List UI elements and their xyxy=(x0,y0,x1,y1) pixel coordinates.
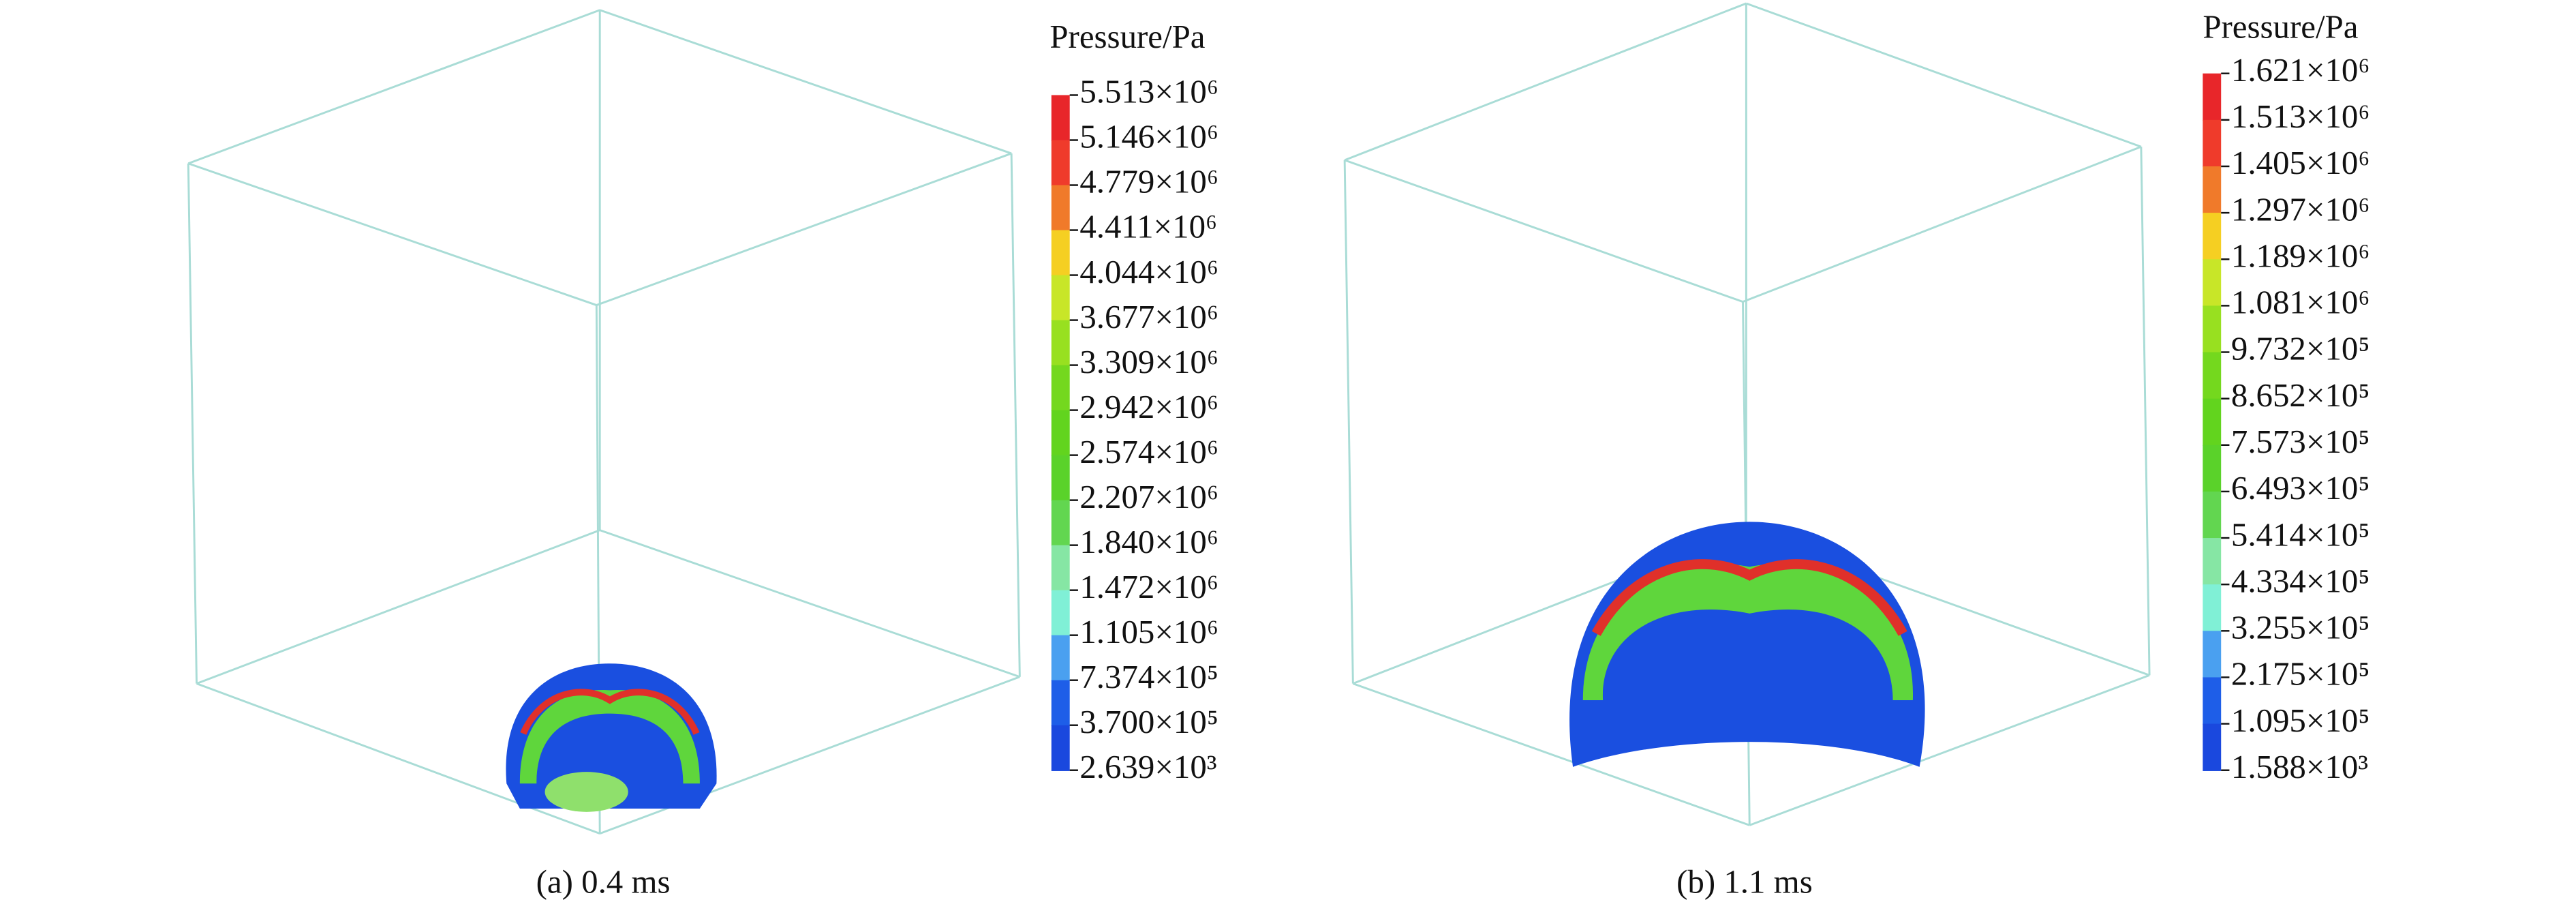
colorbar-segment xyxy=(1051,275,1070,321)
colorbar-label: 2.207×10⁶ xyxy=(1079,478,1218,515)
colorbar-segment xyxy=(2203,213,2222,260)
colorbar-label: 4.334×10⁵ xyxy=(2231,562,2370,599)
colorbar-label: 4.044×10⁶ xyxy=(1079,253,1218,290)
colorbar-label: 1.081×10⁶ xyxy=(2231,284,2370,321)
colorbar-segment xyxy=(1051,590,1070,636)
colorbar-segment xyxy=(1051,185,1070,231)
colorbar-segment xyxy=(1051,500,1070,546)
colorbar-segment xyxy=(1051,230,1070,276)
colorbar-segment xyxy=(1051,365,1070,411)
colorbar-label: 1.621×10⁶ xyxy=(2231,51,2370,89)
colorbar-segment xyxy=(1051,410,1070,456)
domain-box-a xyxy=(187,9,1021,835)
colorbar-label: 4.411×10⁶ xyxy=(1079,208,1217,245)
colorbar-segment xyxy=(1051,680,1070,726)
blast-dome-a xyxy=(506,663,717,812)
colorbar-label: 4.779×10⁶ xyxy=(1079,163,1218,200)
colorbar-segment xyxy=(2203,584,2222,632)
colorbar-label: 1.472×10⁶ xyxy=(1079,568,1218,605)
colorbar-segment xyxy=(1051,635,1070,681)
colorbar-label: 5.414×10⁵ xyxy=(2231,515,2370,553)
colorbar-segment xyxy=(2203,166,2222,214)
colorbar-label: 8.652×10⁵ xyxy=(2231,376,2370,414)
colorbar-label: 3.677×10⁶ xyxy=(1079,298,1218,335)
colorbar-label: 6.493×10⁵ xyxy=(2231,469,2370,507)
colorbar-label: 3.255×10⁵ xyxy=(2231,609,2370,646)
colorbar-segment xyxy=(2203,677,2222,725)
colorbar-segment xyxy=(2203,538,2222,586)
colorbar-title: Pressure/Pa xyxy=(2203,7,2358,45)
colorbar-segment xyxy=(2203,305,2222,353)
colorbar-segment xyxy=(1051,140,1070,186)
colorbar-label: 5.146×10⁶ xyxy=(1079,118,1218,155)
colorbar-label: 1.513×10⁶ xyxy=(2231,97,2370,135)
caption: (b) 1.1 ms xyxy=(1676,863,1813,901)
colorbar-label: 1.297×10⁶ xyxy=(2231,190,2370,228)
colorbar-label: 1.588×10³ xyxy=(2231,748,2368,785)
caption: (a) 0.4 ms xyxy=(536,863,671,901)
colorbar-segment xyxy=(2203,352,2222,400)
colorbar-label: 1.405×10⁶ xyxy=(2231,144,2370,181)
colorbar-label: 7.573×10⁵ xyxy=(2231,423,2370,460)
colorbar-segment xyxy=(1051,725,1070,771)
colorbar-label: 9.732×10⁵ xyxy=(2231,330,2370,367)
colorbar-segment xyxy=(2203,491,2222,539)
colorbar-label: 1.189×10⁶ xyxy=(2231,237,2370,274)
colorbar-segment xyxy=(2203,723,2222,771)
colorbar-label: 2.639×10³ xyxy=(1079,748,1216,785)
colorbar-segment xyxy=(1051,320,1070,366)
colorbar-title: Pressure/Pa xyxy=(1049,18,1205,55)
colorbar-label: 3.309×10⁶ xyxy=(1079,343,1218,380)
colorbar-label: 5.513×10⁶ xyxy=(1079,73,1218,110)
colorbar-segment xyxy=(2203,259,2222,307)
colorbar-label: 2.574×10⁶ xyxy=(1079,433,1218,470)
colorbar-label: 3.700×10⁵ xyxy=(1079,703,1218,740)
colorbar-segment xyxy=(2203,398,2222,447)
colorbar-label: 2.175×10⁵ xyxy=(2231,655,2370,693)
domain-box-b xyxy=(1343,2,2151,826)
colorbar-label: 7.374×10⁵ xyxy=(1079,658,1218,695)
blast-dome-b xyxy=(1569,522,1925,767)
colorbar-segment xyxy=(2203,73,2222,121)
colorbar-label: 1.095×10⁵ xyxy=(2231,702,2370,739)
colorbar-segment xyxy=(2203,631,2222,678)
colorbar-segment xyxy=(1051,95,1070,141)
colorbar-segment xyxy=(1051,455,1070,501)
colorbar-label: 2.942×10⁶ xyxy=(1079,388,1218,425)
colorbar-segment xyxy=(1051,545,1070,591)
colorbar-segment xyxy=(2203,445,2222,493)
colorbar-segment xyxy=(2203,119,2222,168)
colorbar-label: 1.105×10⁶ xyxy=(1079,613,1218,650)
colorbar-label: 1.840×10⁶ xyxy=(1079,523,1218,560)
